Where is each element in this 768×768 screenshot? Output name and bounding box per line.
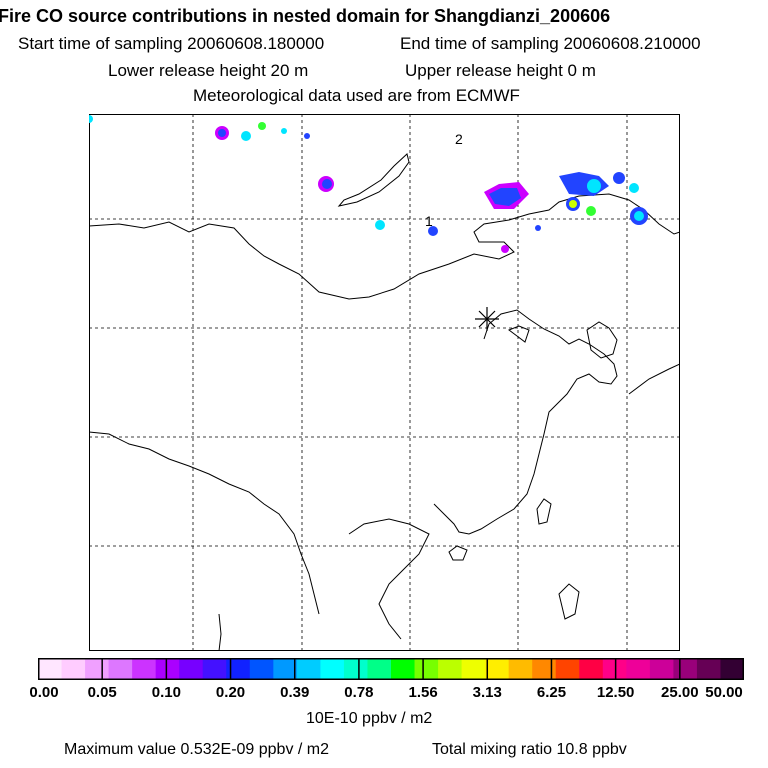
- start-time: Start time of sampling 20060608.180000: [18, 34, 325, 53]
- colorbar-tick-label: 25.00: [661, 684, 699, 701]
- plume-patch: [89, 115, 93, 123]
- contour-label: 1: [425, 213, 433, 229]
- colorbar-tick-label: 0.39: [280, 684, 310, 701]
- colorbar-tick-label: 3.13: [472, 684, 502, 701]
- plume-patch: [501, 245, 509, 253]
- colorbar-swatch: [555, 658, 580, 680]
- plume-patch: [241, 131, 251, 141]
- colorbar-swatch: [61, 658, 86, 680]
- total-mixing-ratio: Total mixing ratio 10.8 ppbv: [432, 741, 627, 758]
- colorbar-swatch: [485, 658, 510, 680]
- colorbar-swatch: [343, 658, 368, 680]
- colorbar-tick-label: 0.10: [151, 684, 181, 701]
- plume-patch: [304, 133, 310, 139]
- plume-patch: [535, 225, 541, 231]
- colorbar-swatch: [414, 658, 439, 680]
- colorbar-swatch: [508, 658, 533, 680]
- colorbar-swatch: [579, 658, 604, 680]
- plume-patch: [587, 179, 601, 193]
- colorbar-tick-label: 6.25: [536, 684, 567, 701]
- plume-patch: [322, 179, 332, 189]
- hainan-island: [448, 545, 468, 561]
- lower-release-height: Lower release height 20 m: [108, 61, 309, 80]
- colorbar-swatch: [367, 658, 392, 680]
- maximum-value: Maximum value 0.532E-09 ppbv / m2: [64, 741, 330, 758]
- colorbar-swatch: [438, 658, 463, 680]
- fire-co-plume: [89, 115, 648, 253]
- plot-title: Fire CO source contributions in nested d…: [0, 6, 611, 26]
- receptor-asterisk-icon: [475, 307, 499, 331]
- colorbar-swatch: [461, 658, 486, 680]
- colorbar-swatch: [132, 658, 157, 680]
- met-data-source: Meteorological data used are from ECMWF: [193, 86, 520, 105]
- taiwan-island: [536, 498, 552, 525]
- coastlines: [89, 153, 680, 651]
- map-panel: 2 1: [89, 114, 680, 651]
- colorbar-swatch: [296, 658, 321, 680]
- end-time: End time of sampling 20060608.210000: [400, 34, 701, 53]
- lake-baikal: [337, 153, 410, 207]
- luzon-island: [558, 583, 580, 620]
- colorbar-unit: 10E-10 ppbv / m2: [306, 710, 433, 727]
- colorbar-tick-label: 0.20: [215, 684, 246, 701]
- colorbar-swatch: [108, 658, 133, 680]
- colorbar-swatch: [696, 658, 721, 680]
- contour-label: 2: [455, 131, 463, 147]
- india-coast: [218, 613, 222, 651]
- plume-patch: [634, 211, 644, 221]
- plume-patch: [281, 128, 287, 134]
- indochina-coast: [348, 518, 430, 640]
- upper-release-height: Upper release height 0 m: [405, 61, 596, 80]
- colorbar-tick-label: 50.00: [705, 684, 743, 701]
- plume-patch: [586, 206, 596, 216]
- colorbar-swatch: [273, 658, 298, 680]
- colorbar-swatch: [249, 658, 274, 680]
- colorbar-swatch: [85, 658, 110, 680]
- china-coast: [433, 309, 618, 535]
- plume-patch: [489, 188, 521, 206]
- plume-patch: [375, 220, 385, 230]
- plume-patch: [569, 200, 577, 208]
- colorbar-swatch: [673, 658, 698, 680]
- colorbar-tick-label: 1.56: [408, 684, 438, 701]
- plume-patch: [258, 122, 266, 130]
- korea-coast: [586, 321, 618, 359]
- colorbar-frame: [38, 658, 744, 680]
- colorbar-tick-label: 0.78: [344, 684, 374, 701]
- colorbar-swatch: [320, 658, 345, 680]
- colorbar-swatch: [179, 658, 204, 680]
- japan-coast: [628, 363, 680, 395]
- colorbar-swatch: [532, 658, 557, 680]
- colorbar-swatch: [38, 658, 63, 680]
- shandong-coast: [507, 325, 530, 343]
- graticule: [89, 114, 680, 651]
- plume-patch: [613, 172, 625, 184]
- map-frame: [89, 114, 680, 651]
- colorbar-swatch: [155, 658, 180, 680]
- colorbar-swatch: [391, 658, 416, 680]
- map-canvas: 2 1: [89, 114, 680, 651]
- plume-patch: [629, 183, 639, 193]
- colorbar-tick-label: 0.05: [87, 684, 117, 701]
- colorbar-swatch: [602, 658, 627, 680]
- colorbar: [38, 658, 744, 680]
- south-asia-border: [89, 431, 320, 615]
- plume-patch: [428, 226, 438, 236]
- colorbar-tick-label: 12.50: [596, 684, 635, 701]
- colorbar-swatch: [649, 658, 674, 680]
- colorbar-swatch: [202, 658, 227, 680]
- colorbar-swatch: [226, 658, 251, 680]
- colorbar-swatch: [720, 658, 744, 680]
- colorbar-swatch: [626, 658, 651, 680]
- colorbar-tick-label: 0.00: [29, 684, 59, 701]
- plume-patch: [218, 129, 226, 137]
